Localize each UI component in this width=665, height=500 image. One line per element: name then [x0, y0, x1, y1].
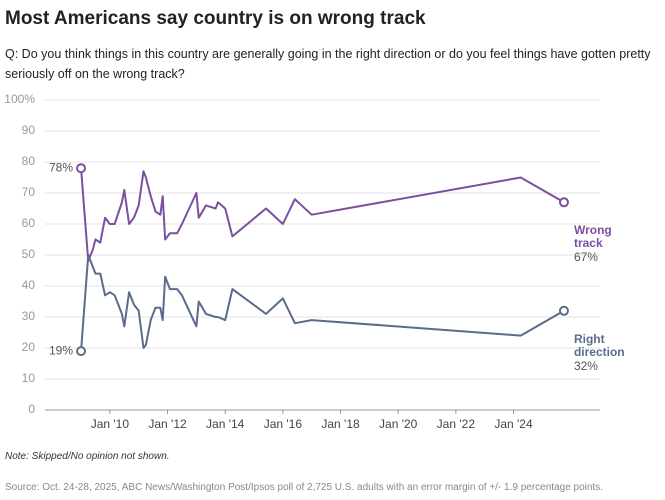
x-tick-label: Jan '12	[148, 417, 187, 431]
series-label: Wrong track	[573, 223, 612, 251]
y-tick-label: 90	[22, 123, 36, 137]
x-tick-label: Jan '18	[321, 417, 360, 431]
series-line	[80, 168, 565, 263]
y-tick-label: 20	[22, 340, 36, 354]
y-tick-label: 50	[22, 247, 36, 261]
x-tick-label: Jan '24	[494, 417, 533, 431]
chart: 0 10 20 30 40 50 60 70 80 90 100% Jan '10 Jan '12 Jan…	[4, 92, 600, 431]
x-tick-label: Jan '10	[91, 417, 130, 431]
series-line	[80, 254, 565, 352]
y-tick-label: 80	[22, 154, 36, 168]
y-tick-label: 10	[22, 371, 36, 385]
x-tick-label: Jan '16	[264, 417, 303, 431]
value-label: 19%	[49, 343, 73, 357]
y-tick-label: 40	[22, 278, 36, 292]
end-marker	[76, 346, 87, 357]
value-label: 32%	[573, 358, 598, 373]
value-label: 78%	[49, 160, 73, 174]
x-tick-label: Jan '22	[437, 417, 476, 431]
end-marker	[558, 197, 569, 208]
note: Note: Skipped/No opinion not shown.	[5, 451, 170, 462]
x-tick-label: Jan '20	[379, 417, 418, 431]
end-marker	[76, 163, 87, 174]
value-label: 67%	[573, 250, 598, 265]
chart-title: Most Americans say country is on wrong t…	[5, 8, 426, 29]
y-tick-label: 70	[22, 185, 36, 199]
y-tick-label: 60	[22, 216, 36, 230]
series-label: Right direction	[573, 331, 625, 359]
y-tick-label: 30	[22, 309, 36, 323]
end-marker	[558, 305, 569, 316]
chart-subtitle: Q: Do you think things in this country a…	[5, 47, 651, 81]
y-tick-label: 100%	[4, 92, 35, 106]
x-tick-label: Jan '14	[206, 417, 245, 431]
y-tick-label: 0	[28, 402, 35, 416]
source: Source: Oct. 24-28, 2025, ABC News/Washi…	[5, 482, 604, 493]
